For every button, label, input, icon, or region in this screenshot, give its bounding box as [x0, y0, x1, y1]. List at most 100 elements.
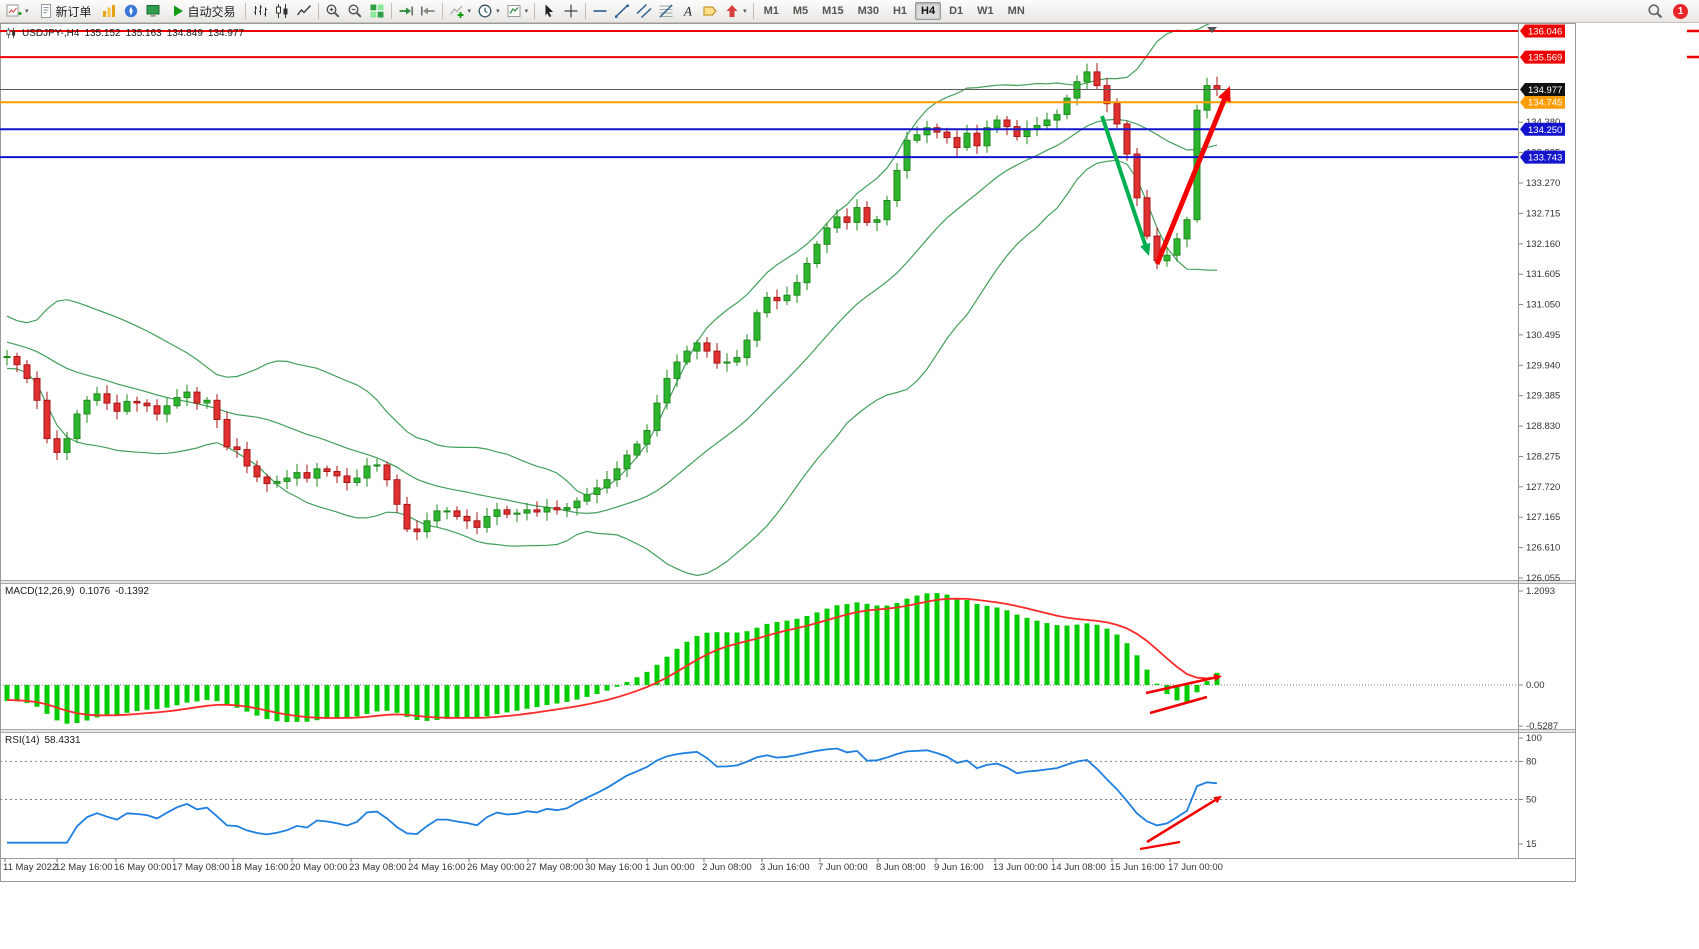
red-projection-arrow[interactable] [1154, 86, 1231, 265]
candle-body [573, 500, 581, 509]
timeframe-m5-button[interactable]: M5 [792, 5, 809, 17]
text-button[interactable]: A [677, 1, 699, 21]
macd-histogram-bar [514, 685, 520, 711]
macd-histogram-bar [234, 685, 240, 708]
zoom-in-button[interactable] [322, 1, 344, 21]
order-doc-icon [38, 3, 54, 19]
timeframe-h1-button[interactable]: H1 [892, 5, 908, 17]
candle-body [53, 438, 61, 453]
macd-histogram-bar [1094, 624, 1100, 685]
timeframe-m30-button[interactable]: M30 [857, 5, 879, 17]
indicators-button[interactable]: ▾ [446, 1, 475, 21]
panel-splitter[interactable] [1, 580, 1575, 584]
timeframe-mn-button[interactable]: MN [1007, 5, 1025, 17]
candle-body [1083, 71, 1091, 83]
fibonacci-button[interactable] [655, 1, 677, 21]
time-axis-label: 30 May 16:00 [585, 862, 643, 873]
rsi-trend-line[interactable] [1139, 840, 1181, 851]
macd-trend-arrow[interactable] [1145, 674, 1222, 695]
time-axis-label: 24 May 16:00 [408, 862, 466, 873]
chart-shift-button[interactable] [417, 1, 439, 21]
chart-shift-marker[interactable] [1207, 27, 1217, 33]
line-chart-button[interactable] [293, 1, 315, 21]
candle-body [23, 364, 31, 379]
macd-histogram-bar [504, 685, 510, 713]
time-axis-label: 26 May 00:00 [467, 862, 525, 873]
rsi-trend-arrow[interactable] [1146, 796, 1222, 844]
bar-chart-button[interactable] [249, 1, 271, 21]
crosshair-button[interactable] [560, 1, 582, 21]
rsi-line [7, 747, 1218, 844]
macd-histogram-bar [674, 648, 680, 685]
arrow-head [1213, 796, 1222, 804]
rsi-axis-label: 100 [1526, 733, 1542, 744]
chart-objects[interactable] [0, 30, 1518, 159]
macd-histogram-bar [284, 685, 290, 723]
candle-body [1103, 85, 1111, 105]
time-axis-label: 18 May 16:00 [231, 862, 289, 873]
macd-histogram-bar [924, 593, 930, 685]
rsi-plot[interactable] [0, 747, 1518, 844]
new-chart-button[interactable]: ▾ [3, 1, 32, 21]
toolbar: ▾ 新订单 自动交易 ▾ ▾ ▾ A ▾ M1 M5 M15 M30 H1 H4 D1 W1 MN 1 [0, 0, 1699, 23]
zoom-out-button[interactable] [344, 1, 366, 21]
timeframe-h4-button[interactable]: H4 [915, 2, 942, 20]
arrow-shaft [1139, 840, 1181, 851]
green-impulse-arrow[interactable] [1100, 115, 1151, 256]
auto-scroll-button[interactable] [395, 1, 417, 21]
panel-splitter[interactable] [1, 729, 1575, 733]
macd-histogram-bar [224, 685, 230, 705]
search-button[interactable] [1644, 1, 1666, 21]
cursor-button[interactable] [538, 1, 560, 21]
main-chart-plot[interactable] [3, 20, 1221, 577]
new-order-button[interactable]: 新订单 [32, 1, 98, 21]
text-label-button[interactable] [699, 1, 721, 21]
macd-histogram-bar [1134, 655, 1140, 685]
macd-histogram-bar [954, 598, 960, 685]
indicator-plus-icon [449, 3, 465, 19]
timeframe-d1-button[interactable]: D1 [949, 5, 964, 17]
timeframe-m15-button[interactable]: M15 [822, 5, 844, 17]
candle-body [1213, 85, 1221, 90]
autotrading-button[interactable]: 自动交易 [164, 1, 242, 21]
timeframe-m1-button[interactable]: M1 [763, 5, 779, 17]
trendline-button[interactable] [611, 1, 633, 21]
open-value: 135.152 [84, 27, 121, 39]
candle-body [853, 207, 861, 223]
terminal-button[interactable] [142, 1, 164, 21]
tile-windows-button[interactable] [366, 1, 388, 21]
arrow-shaft [1146, 798, 1218, 844]
high-value: 135.163 [125, 27, 162, 39]
market-watch-button[interactable] [98, 1, 120, 21]
macd-histogram-bar [1144, 669, 1150, 685]
navigator-button[interactable] [120, 1, 142, 21]
price-scale[interactable]: 134.380133.825133.270132.715132.160131.6… [1519, 24, 1565, 851]
templates-button[interactable]: ▾ [503, 1, 532, 21]
macd-signal-value: -0.1392 [115, 586, 149, 597]
horizontal-line-button[interactable] [589, 1, 611, 21]
macd-histogram-bar [884, 605, 890, 685]
periods-button[interactable]: ▾ [474, 1, 503, 21]
candle-body [723, 361, 731, 364]
svg-text:134.977: 134.977 [1528, 85, 1562, 96]
arrows-button[interactable]: ▾ [721, 1, 750, 21]
rsi-title: RSI(14) [5, 735, 40, 746]
macd-histogram-bar [124, 685, 130, 713]
candlestick-chart-button[interactable] [271, 1, 293, 21]
macd-histogram-bar [414, 685, 420, 720]
equidistant-channel-button[interactable] [633, 1, 655, 21]
macd-histogram-bar [334, 685, 340, 718]
candle-body [473, 520, 481, 528]
macd-trend-line[interactable] [1149, 695, 1208, 715]
candle-body [303, 472, 311, 479]
macd-histogram-bar [184, 685, 190, 703]
timeframe-w1-button[interactable]: W1 [977, 5, 994, 17]
macd-plot[interactable] [0, 593, 1518, 724]
notification-badge[interactable]: 1 [1673, 3, 1688, 19]
rsi-axis-label: 80 [1526, 756, 1537, 767]
candle-body [583, 494, 591, 502]
candle-body [733, 357, 741, 363]
price-tick-label: 129.940 [1526, 360, 1560, 371]
